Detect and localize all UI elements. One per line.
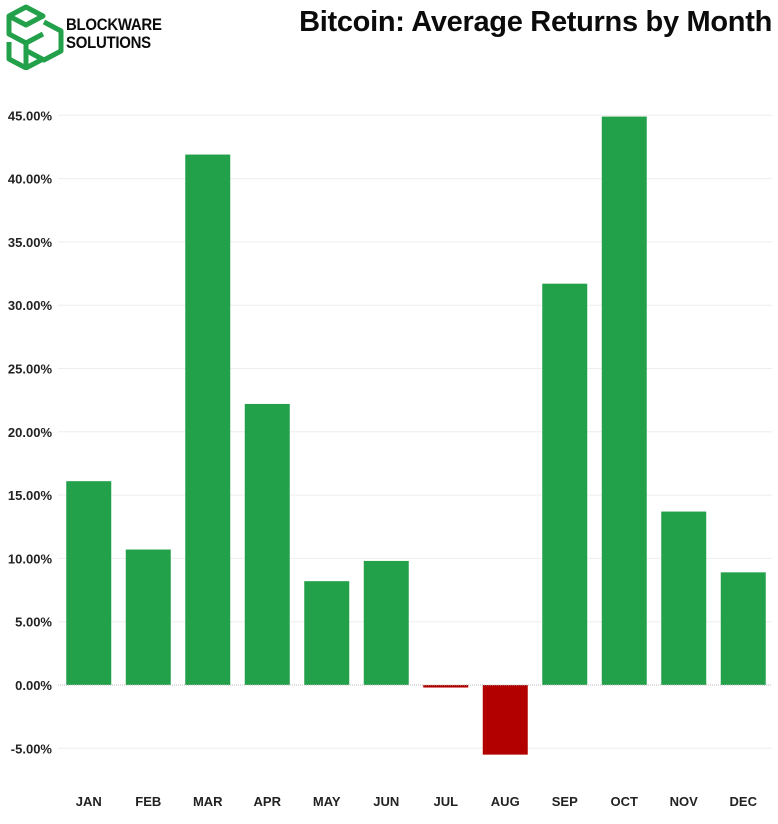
x-tick-label-dec: DEC xyxy=(730,794,758,809)
y-tick-label: 20.00% xyxy=(8,425,53,440)
bar-jun xyxy=(363,560,409,685)
x-tick-label-feb: FEB xyxy=(135,794,161,809)
y-tick-label: 0.00% xyxy=(15,678,52,693)
x-tick-label-jul: JUL xyxy=(433,794,458,809)
bars xyxy=(66,116,766,755)
bar-aug xyxy=(482,685,528,755)
y-tick-label: 5.00% xyxy=(15,615,52,630)
x-tick-label-oct: OCT xyxy=(611,794,639,809)
bar-oct xyxy=(601,116,647,686)
gridlines xyxy=(58,114,772,749)
bar-dec xyxy=(720,572,766,685)
x-tick-label-nov: NOV xyxy=(670,794,699,809)
brand-line-1: BLOCKWARE xyxy=(66,15,162,34)
x-tick-label-aug: AUG xyxy=(491,794,520,809)
blockware-logo-icon xyxy=(6,4,64,70)
bar-may xyxy=(304,581,350,685)
bar-nov xyxy=(661,511,707,685)
x-axis-ticks: JAN FEB MAR APR MAY JUN JUL AUG SEP OCT NOV DEC xyxy=(76,794,758,809)
y-axis-ticks: 45.00% 40.00% 35.00% 30.00% 25.00% 20.00% 15.0… xyxy=(8,108,53,756)
y-tick-label: 25.00% xyxy=(8,362,53,377)
y-tick-label: 30.00% xyxy=(8,298,53,313)
header: BLOCKWARE SOLUTIONS Bitcoin: Average Ret… xyxy=(0,0,778,80)
y-tick-label: 15.00% xyxy=(8,488,53,503)
bar-jul xyxy=(423,685,469,688)
x-tick-label-apr: APR xyxy=(254,794,282,809)
y-tick-label: 40.00% xyxy=(8,172,53,187)
bar-jan xyxy=(66,481,112,685)
y-tick-label: -5.00% xyxy=(11,741,53,756)
y-tick-label: 35.00% xyxy=(8,235,53,250)
bar-sep xyxy=(542,283,588,685)
x-tick-label-sep: SEP xyxy=(552,794,578,809)
bar-apr xyxy=(244,403,290,685)
bar-mar xyxy=(185,154,231,685)
y-tick-label: 45.00% xyxy=(8,108,53,123)
x-tick-label-jan: JAN xyxy=(76,794,102,809)
y-tick-label: 10.00% xyxy=(8,551,53,566)
chart-title: Bitcoin: Average Returns by Month xyxy=(299,6,772,38)
x-tick-label-jun: JUN xyxy=(373,794,399,809)
brand-name: BLOCKWARE SOLUTIONS xyxy=(66,16,175,52)
bar-feb xyxy=(125,549,171,685)
brand-line-2: SOLUTIONS xyxy=(66,33,151,52)
x-tick-label-may: MAY xyxy=(313,794,341,809)
x-tick-label-mar: MAR xyxy=(193,794,223,809)
